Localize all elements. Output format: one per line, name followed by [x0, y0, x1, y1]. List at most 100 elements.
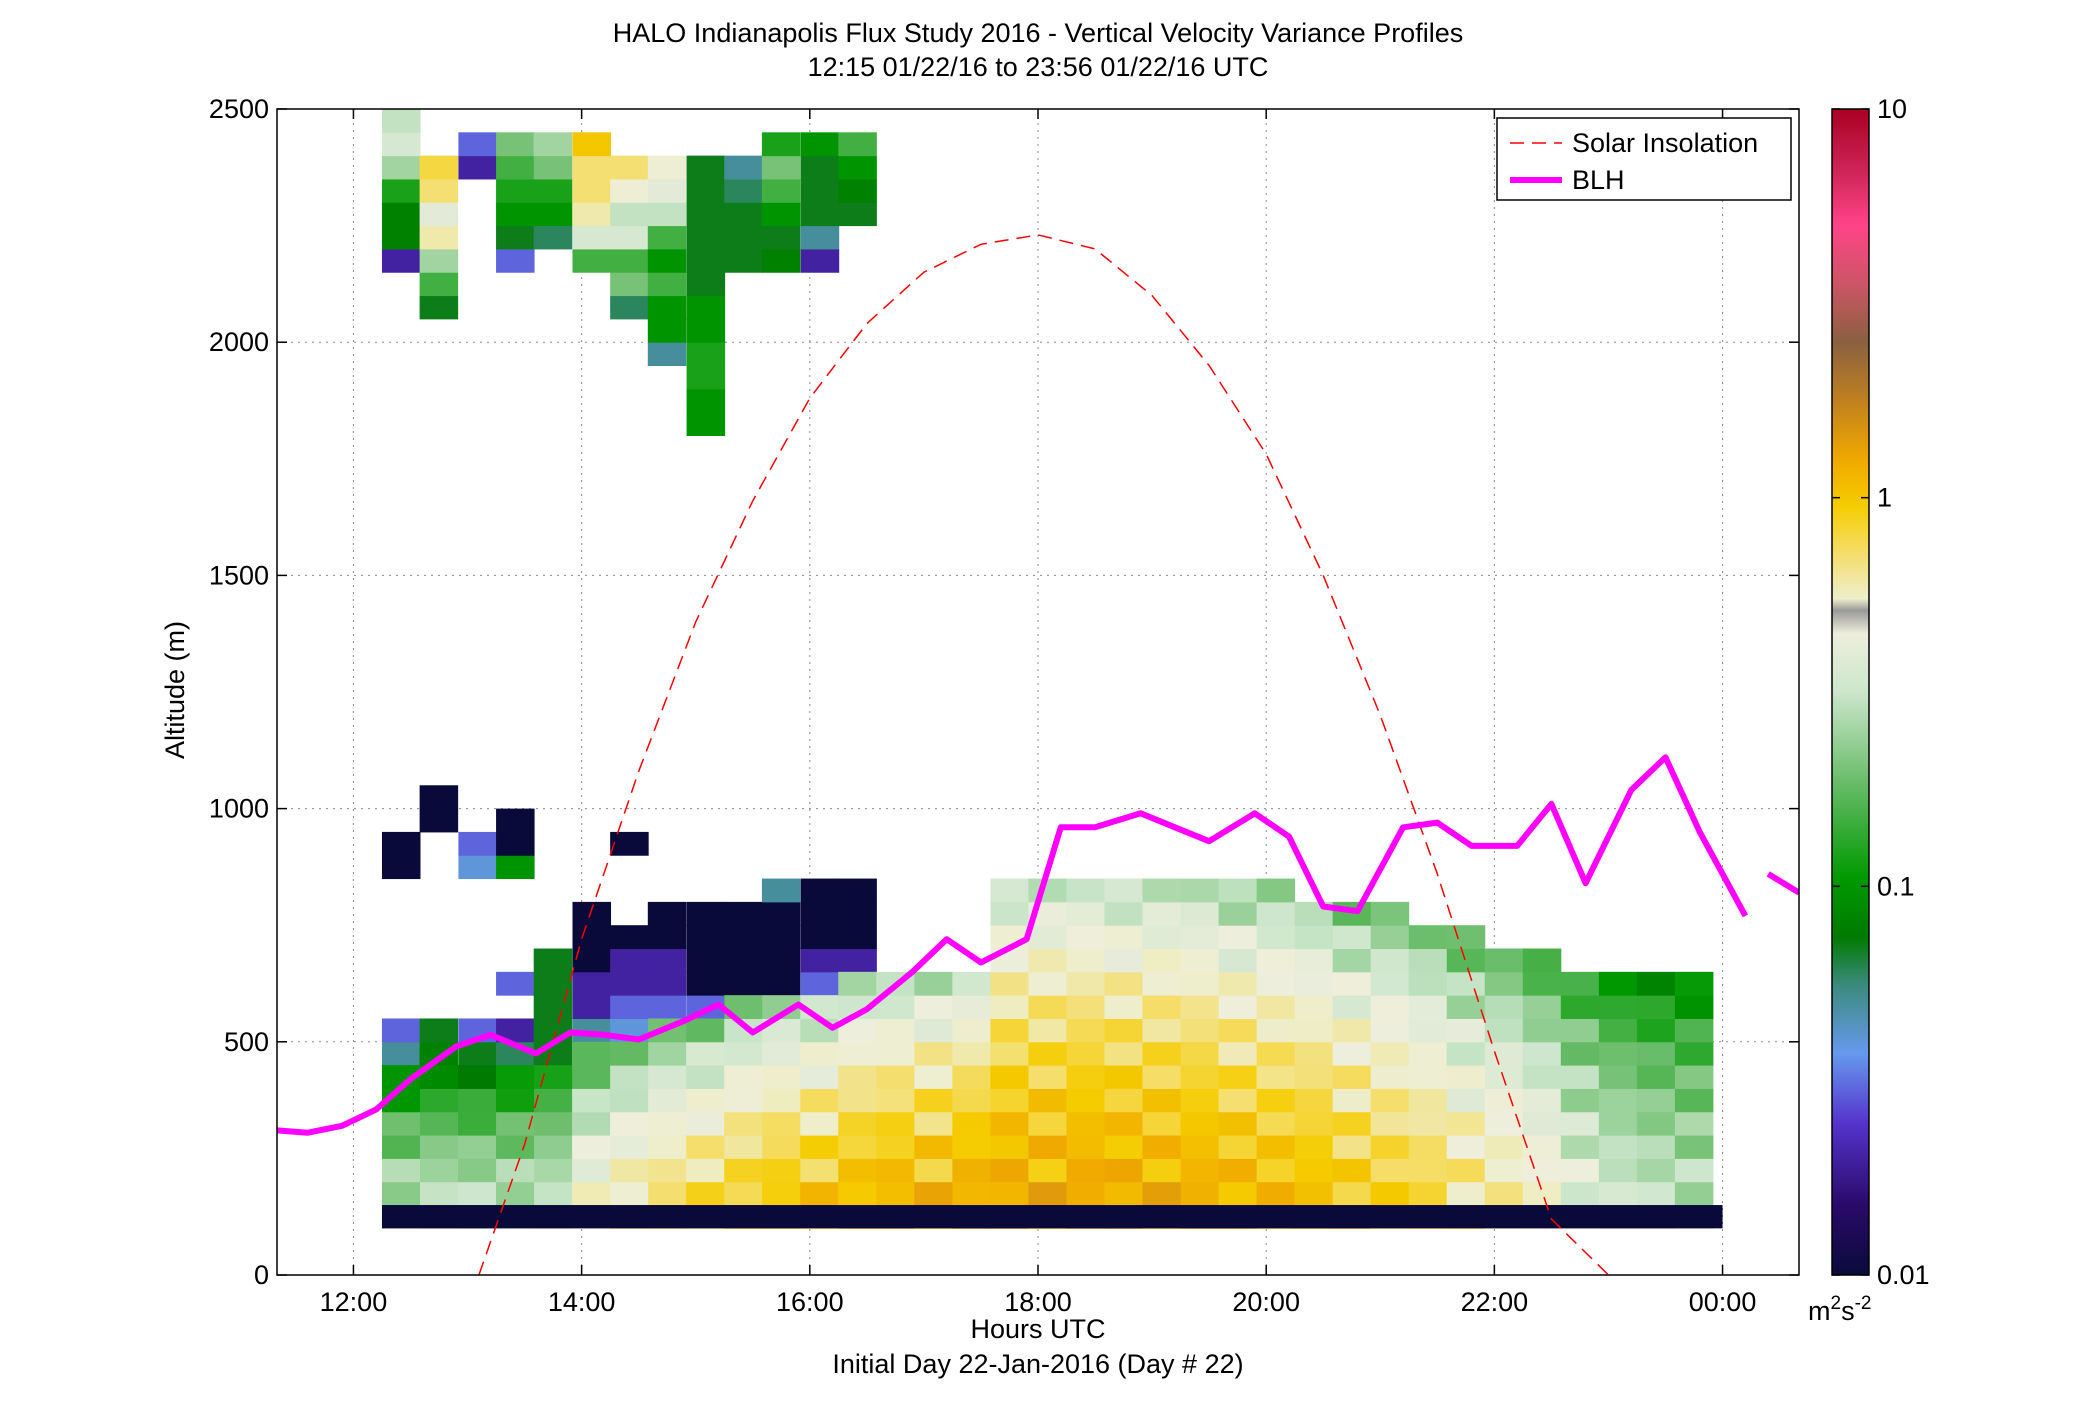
- heatmap-cell: [1066, 1135, 1105, 1159]
- heatmap-cell: [1484, 1088, 1524, 1113]
- heatmap-cell: [1294, 1111, 1334, 1136]
- heatmap-cell: [1332, 1041, 1372, 1066]
- heatmap-cell: [1218, 925, 1258, 950]
- heatmap-cell: [381, 202, 421, 227]
- heatmap-cell: [1522, 1111, 1562, 1136]
- heatmap-cell: [1484, 1181, 1524, 1206]
- heatmap-cell: [419, 272, 459, 297]
- heatmap-cell: [952, 1088, 991, 1113]
- heatmap-cell: [1180, 1018, 1220, 1043]
- heatmap-cell: [1142, 878, 1182, 903]
- heatmap-cell: [1180, 995, 1220, 1019]
- heatmap-cell: [686, 318, 726, 343]
- heatmap-cell: [1522, 1088, 1562, 1113]
- heatmap-cell: [381, 1065, 421, 1089]
- heatmap-cell: [419, 1041, 459, 1066]
- heatmap-cell: [1180, 925, 1220, 950]
- heatmap-cell: [800, 155, 840, 180]
- heatmap-cell: [1066, 1111, 1105, 1136]
- heatmap-cell: [990, 878, 1029, 903]
- colorbar-unit-mid: s: [1841, 1296, 1855, 1326]
- heatmap-cell: [686, 1065, 725, 1089]
- heatmap-cell: [724, 995, 763, 1019]
- heatmap-cell: [381, 109, 421, 133]
- heatmap-cell: [800, 1041, 839, 1066]
- heatmap-cell: [914, 1088, 953, 1113]
- heatmap-cell: [914, 1018, 953, 1043]
- heatmap-cell: [1560, 1111, 1600, 1136]
- heatmap-cell: [1066, 995, 1105, 1019]
- series-lines: [277, 234, 1799, 1275]
- heatmap-cell: [1674, 1088, 1714, 1113]
- heatmap-cell: [647, 925, 687, 950]
- heatmap-cell: [838, 878, 877, 903]
- heatmap-cell: [1370, 1111, 1410, 1136]
- heatmap-cell: [572, 225, 612, 250]
- heatmap-cell: [1256, 995, 1296, 1019]
- heatmap-cell: [686, 155, 726, 180]
- heatmap-cell: [610, 831, 649, 856]
- heatmap-cell: [1598, 1111, 1638, 1136]
- heatmap-cell: [610, 155, 649, 180]
- heatmap-cell: [1256, 1111, 1296, 1136]
- heatmap-cell: [838, 155, 877, 180]
- heatmap-cell: [761, 248, 801, 273]
- heatmap-cell: [610, 1158, 649, 1183]
- heatmap-cell: [496, 155, 535, 180]
- heatmap-cell: [648, 1065, 687, 1089]
- heatmap-cell: [1180, 1111, 1220, 1136]
- heatmap-cell: [1256, 1018, 1296, 1043]
- heatmap-cell: [724, 155, 763, 180]
- heatmap-cell: [610, 948, 649, 973]
- heatmap-cell: [762, 1088, 801, 1113]
- heatmap-cell: [1408, 971, 1448, 996]
- heatmap-cell: [1370, 901, 1410, 926]
- heatmap-cell: [1294, 948, 1334, 973]
- heatmap-cell: [1142, 995, 1182, 1019]
- heatmap-cell: [458, 1041, 497, 1066]
- heatmap-cell: [1218, 1018, 1258, 1043]
- heatmap-cell: [533, 225, 573, 250]
- heatmap-cell: [419, 1065, 459, 1089]
- heatmap-cell: [914, 1158, 953, 1183]
- heatmap-cell: [686, 901, 726, 926]
- heatmap-cell: [1636, 1041, 1676, 1066]
- heatmap-cell: [1066, 925, 1105, 950]
- heatmap-cell: [1066, 1065, 1105, 1089]
- heatmap-cell: [914, 1135, 953, 1159]
- heatmap-cell: [1180, 1181, 1220, 1206]
- heatmap-cell: [686, 971, 726, 996]
- heatmap-cell: [1674, 1111, 1714, 1136]
- heatmap-cell: [1484, 1041, 1524, 1066]
- heatmap-cell: [381, 831, 421, 856]
- heatmap-cell: [1142, 1135, 1182, 1159]
- heatmap-cell: [762, 1018, 801, 1043]
- heatmap-cell: [1066, 1181, 1105, 1206]
- heatmap-cell: [686, 1135, 725, 1159]
- heatmap-cell: [610, 995, 649, 1019]
- heatmap-cell: [1370, 1135, 1410, 1159]
- plot-area: 12:00 14:00 16:00 18:00 20:00 22:00 00:00 0 500…: [209, 94, 1800, 1317]
- heatmap-cell: [686, 342, 726, 367]
- heatmap-cell: [1218, 1181, 1258, 1206]
- legend-blh-label: BLH: [1572, 165, 1625, 195]
- heatmap-cell: [419, 225, 459, 250]
- heatmap-cell: [724, 1065, 763, 1089]
- heatmap-cell: [458, 831, 497, 856]
- heatmap-cell: [761, 132, 801, 157]
- heatmap-cell: [1104, 1041, 1144, 1066]
- heatmap-cell: [1560, 1041, 1600, 1066]
- heatmap-cell: [1370, 995, 1410, 1019]
- colorbar-gradient: [1831, 108, 1870, 1276]
- heatmap-cell: [1598, 1041, 1638, 1066]
- heatmap-cell: [686, 295, 726, 320]
- heatmap-cell: [1256, 1135, 1296, 1159]
- heatmap-cell: [1408, 1018, 1448, 1043]
- heatmap-cell: [990, 971, 1029, 996]
- heatmap-cell: [1332, 995, 1372, 1019]
- heatmap-cell: [1332, 1158, 1372, 1183]
- heatmap-cell: [1294, 1158, 1334, 1183]
- heatmap-cell: [1522, 1041, 1562, 1066]
- y-axis-ticks: 0 500 1000 1500 2000 2500: [209, 94, 1799, 1290]
- heatmap-cell: [800, 178, 840, 203]
